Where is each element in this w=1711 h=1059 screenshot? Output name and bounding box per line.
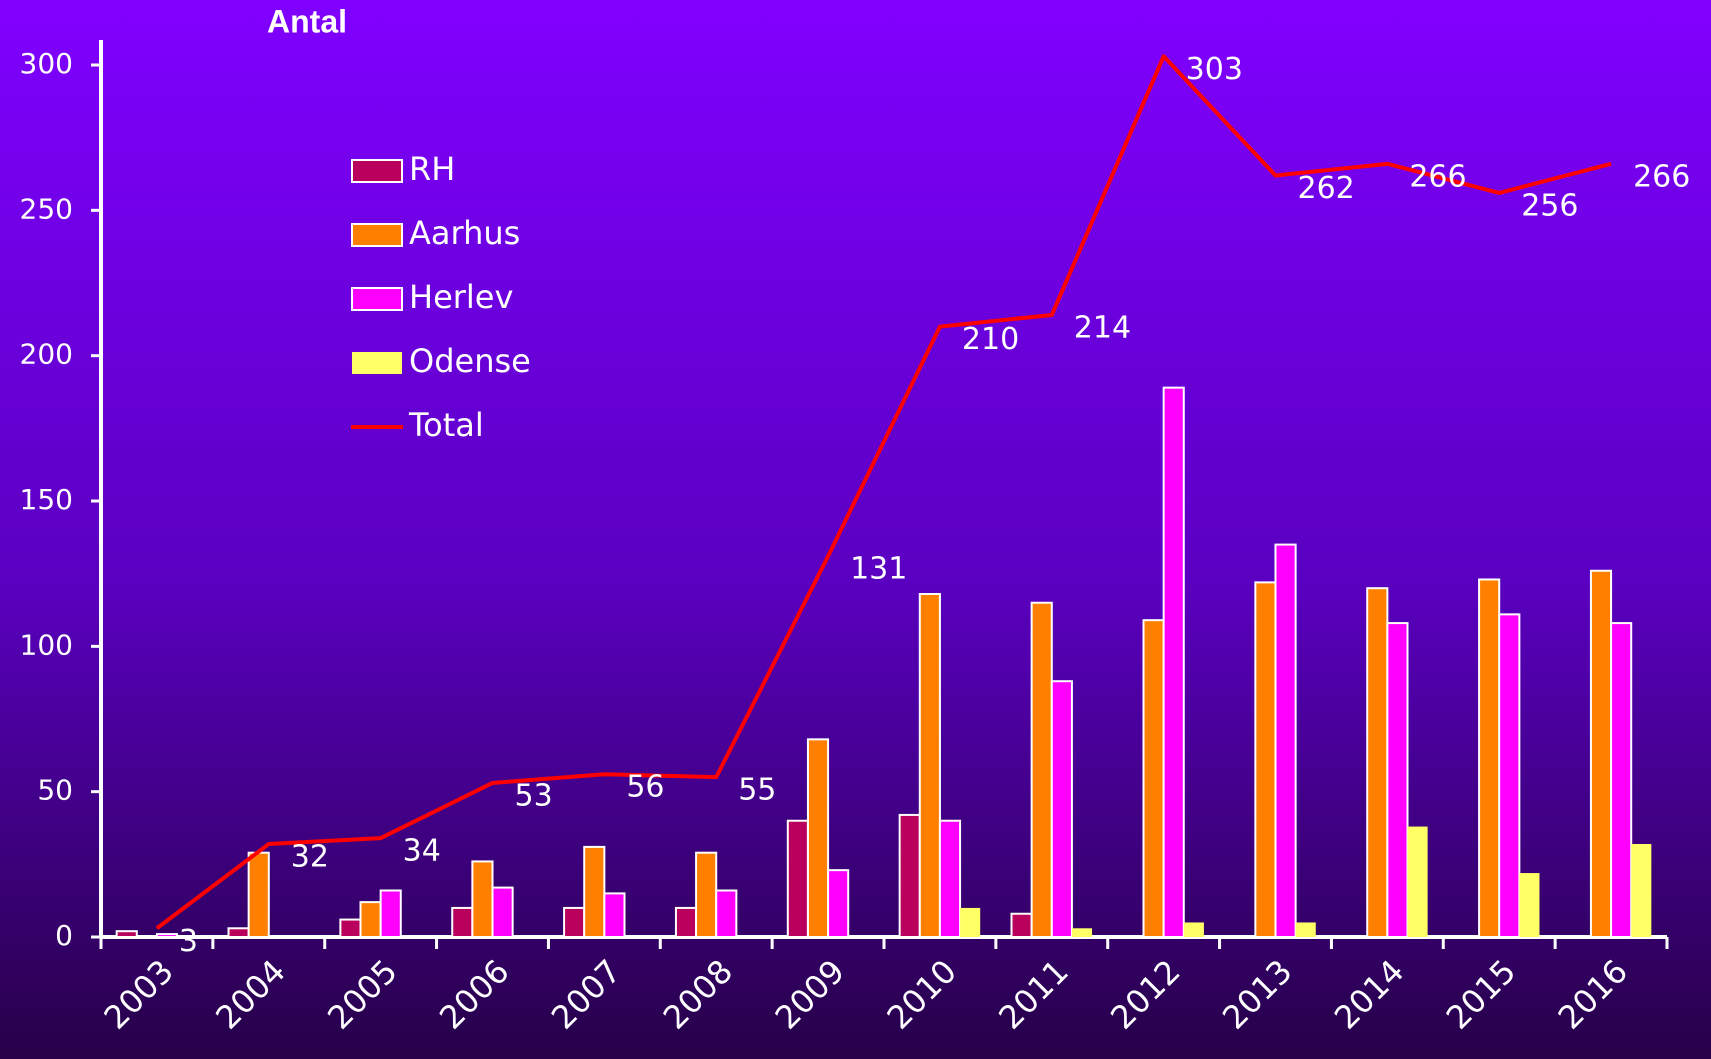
- legend-swatch: [352, 352, 402, 374]
- bar: [381, 890, 401, 937]
- legend-swatch: [352, 160, 402, 182]
- data-label: 262: [1298, 171, 1355, 206]
- bar: [1611, 623, 1631, 937]
- bar: [493, 888, 513, 937]
- bar: [1591, 571, 1611, 937]
- data-label: 32: [291, 839, 329, 874]
- legend-label: Aarhus: [409, 214, 520, 252]
- bar: [604, 893, 624, 937]
- bar: [1499, 614, 1519, 937]
- bar: [1164, 388, 1184, 937]
- bar: [808, 739, 828, 937]
- data-label: 3: [179, 924, 198, 959]
- bar: [828, 870, 848, 937]
- bar: [716, 890, 736, 937]
- data-label: 266: [1633, 159, 1690, 194]
- legend-label: Total: [408, 406, 484, 444]
- data-label: 266: [1409, 159, 1466, 194]
- data-label: 131: [850, 552, 907, 587]
- bar: [1072, 928, 1092, 937]
- data-label: 256: [1521, 188, 1578, 223]
- bar: [117, 931, 137, 937]
- bar: [1276, 545, 1296, 937]
- bar: [1144, 620, 1164, 937]
- bar: [1387, 623, 1407, 937]
- bar: [229, 928, 249, 937]
- bar: [1519, 873, 1539, 937]
- bar: [1479, 579, 1499, 937]
- bar: [676, 908, 696, 937]
- data-label: 34: [403, 834, 441, 869]
- bar: [1184, 922, 1204, 937]
- y-tick-label: 150: [20, 483, 73, 516]
- legend-swatch: [352, 288, 402, 310]
- bar: [1032, 603, 1052, 937]
- bar: [157, 934, 177, 937]
- bar: [564, 908, 584, 937]
- data-label: 210: [962, 322, 1019, 357]
- bar: [584, 847, 604, 937]
- bar: [340, 920, 360, 937]
- bar: [960, 908, 980, 937]
- bar: [1407, 827, 1427, 937]
- y-tick-label: 0: [55, 919, 73, 952]
- bar: [696, 853, 716, 937]
- bar: [1052, 681, 1072, 937]
- bar: [1631, 844, 1651, 937]
- data-label: 303: [1186, 52, 1243, 87]
- legend-label: Odense: [409, 342, 531, 380]
- y-tick-label: 50: [37, 774, 73, 807]
- bar: [920, 594, 940, 937]
- data-label: 55: [738, 773, 776, 808]
- bar: [1367, 588, 1387, 937]
- bar: [900, 815, 920, 937]
- page: {"chart_data": {"type": "bar-line", "y_l…: [0, 0, 1711, 1059]
- y-tick-label: 300: [20, 47, 73, 80]
- bar: [249, 853, 269, 937]
- bar: [1012, 914, 1032, 937]
- bar: [940, 821, 960, 937]
- bar: [1296, 922, 1316, 937]
- data-label: 56: [626, 770, 664, 805]
- y-tick-label: 200: [20, 338, 73, 371]
- y-tick-label: 250: [20, 192, 73, 225]
- legend-swatch: [352, 224, 402, 246]
- chart: Antal 0501001502002503002003200420052006…: [0, 0, 1711, 1059]
- bar: [1255, 582, 1275, 937]
- legend-label: RH: [409, 150, 455, 188]
- y-tick-label: 100: [20, 628, 73, 661]
- data-label: 53: [515, 778, 553, 813]
- y-axis-title: Antal: [267, 3, 347, 39]
- bar: [472, 861, 492, 937]
- data-label: 214: [1074, 310, 1131, 345]
- bar: [452, 908, 472, 937]
- bar: [788, 821, 808, 937]
- legend-label: Herlev: [409, 278, 513, 316]
- bar: [361, 902, 381, 937]
